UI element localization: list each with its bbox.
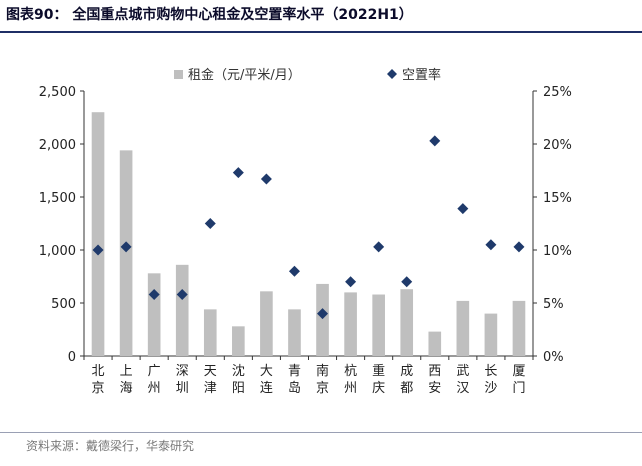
x-tick-label-14: 长 (484, 364, 497, 379)
legend-diamond-icon (387, 69, 397, 79)
bar-8 (316, 283, 329, 356)
x-tick-label-6: 连 (260, 380, 273, 396)
bar-13 (456, 300, 470, 356)
plot-area: 0 500 1,000 1,500 2,000 2,500 0% 5% 10% 15% 20% 25%… (39, 85, 572, 396)
x-tick-label-3: 深 (176, 364, 189, 379)
bar-10 (372, 294, 385, 356)
vacancy-point-13 (457, 203, 469, 215)
x-tick-label-15: 厦 (512, 364, 525, 379)
x-tick-label-12: 安 (428, 381, 441, 396)
vacancy-point-14 (485, 239, 497, 251)
vacancy-point-7 (288, 265, 300, 277)
y-right-tick-label: 25% (543, 85, 572, 100)
x-tick-label-9: 杭 (344, 364, 357, 379)
y-right-tick-label: 20% (543, 138, 572, 153)
x-tick-label-2: 广 (148, 364, 161, 379)
bar-5 (232, 326, 245, 356)
y-right-tick-label: 10% (543, 244, 572, 259)
y-right-tick-label: 15% (543, 191, 572, 206)
bar-0 (91, 112, 105, 356)
chart-title: 图表90： 全国重点城市购物中心租金及空置率水平（2022H1） (6, 7, 413, 23)
x-tick-label-7: 青 (288, 364, 301, 379)
x-tick-label-5: 沈 (232, 364, 245, 379)
vacancy-point-10 (373, 241, 385, 253)
x-tick-label-2: 州 (148, 381, 161, 396)
legend-bar-swatch (174, 70, 183, 79)
bar-1 (119, 150, 133, 356)
bar-2 (147, 273, 161, 356)
y-left-tick-label: 0 (68, 350, 76, 365)
x-tick-label-13: 汉 (456, 381, 469, 396)
vacancy-point-1 (120, 241, 132, 253)
vacancy-point-5 (232, 167, 244, 179)
x-tick-label-15: 门 (512, 381, 525, 396)
legend-bar-label: 租金（元/平米/月） (188, 67, 301, 83)
y-left-tick-label: 1,500 (39, 191, 76, 206)
bar-3 (175, 264, 189, 356)
vacancy-point-0 (92, 244, 104, 256)
title-divider (0, 31, 642, 33)
vacancy-point-9 (345, 276, 357, 288)
x-tick-label-5: 阳 (232, 381, 245, 396)
source-note: 资料来源：戴德梁行，华泰研究 (26, 439, 195, 453)
y-left-tick-label: 2,500 (39, 85, 76, 100)
bar-4 (203, 309, 217, 356)
x-tick-label-13: 武 (456, 364, 469, 379)
vacancy-point-6 (260, 173, 272, 185)
y-right-tick-label: 0% (543, 350, 564, 365)
x-tick-label-11: 都 (400, 381, 413, 396)
x-tick-label-8: 南 (316, 363, 329, 379)
x-tick-label-10: 重 (372, 363, 385, 379)
x-tick-label-10: 庆 (372, 381, 385, 396)
x-tick-label-11: 成 (400, 364, 413, 379)
legend-scatter-label: 空置率 (402, 67, 441, 83)
chart: 租金（元/平米/月） 空置率 05001,0001,5002,0002,5000… (39, 67, 572, 396)
bar-9 (344, 292, 357, 356)
x-tick-label-3: 圳 (176, 381, 189, 396)
x-tick-label-1: 海 (120, 381, 133, 396)
bar-7 (288, 309, 301, 356)
vacancy-point-3 (176, 289, 188, 301)
x-tick-label-4: 天 (204, 364, 217, 379)
legend: 租金（元/平米/月） 空置率 (174, 67, 441, 83)
x-tick-label-9: 州 (344, 381, 357, 396)
x-tick-label-0: 京 (92, 381, 105, 396)
vacancy-point-8 (317, 308, 329, 320)
y-left-tick-label: 2,000 (39, 138, 76, 153)
vacancy-point-12 (429, 135, 441, 147)
y-right-tick-label: 5% (543, 297, 564, 312)
vacancy-point-2 (148, 289, 160, 301)
x-tick-label-8: 京 (316, 381, 329, 396)
y-left-tick-label: 1,000 (39, 244, 76, 259)
bar-11 (400, 289, 414, 356)
bar-6 (260, 291, 273, 356)
y-left-tick-label: 500 (51, 297, 76, 312)
bar-15 (512, 300, 526, 356)
x-tick-label-1: 上 (120, 364, 133, 379)
x-tick-label-7: 岛 (288, 380, 301, 396)
x-tick-label-0: 北 (92, 364, 105, 379)
x-tick-label-6: 大 (260, 364, 273, 379)
bar-14 (484, 313, 498, 356)
vacancy-point-11 (401, 276, 413, 288)
x-tick-label-12: 西 (428, 364, 441, 379)
vacancy-point-15 (513, 241, 525, 253)
bar-12 (428, 331, 442, 356)
vacancy-point-4 (204, 218, 216, 229)
source-divider (0, 432, 642, 433)
x-tick-label-4: 津 (204, 381, 217, 396)
x-tick-label-14: 沙 (484, 381, 497, 396)
